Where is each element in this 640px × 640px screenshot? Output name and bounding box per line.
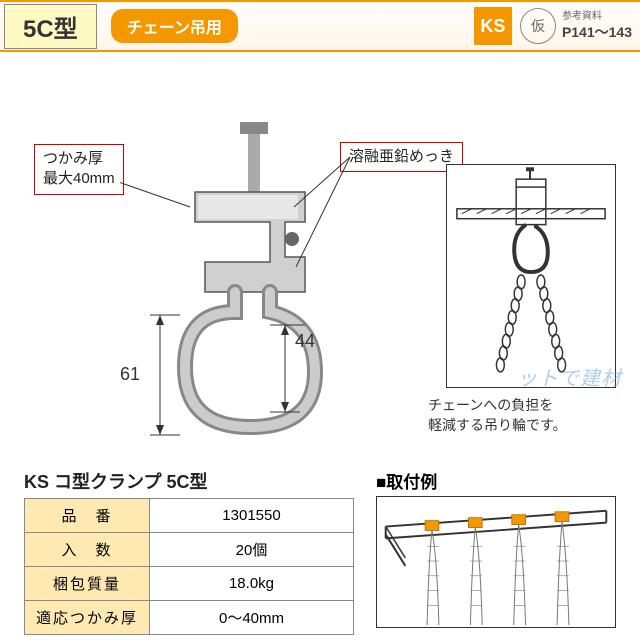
install-example-section: ■取付例 xyxy=(376,468,616,628)
ks-logo: KS xyxy=(474,7,512,45)
install-title: ■取付例 xyxy=(376,468,616,493)
usage-caption-line1: チェーンへの負担を xyxy=(428,397,553,413)
spec-label: 梱包質量 xyxy=(25,567,150,601)
usage-illustration-box xyxy=(446,164,616,388)
callout-grip-line2: 最大40mm xyxy=(43,170,115,187)
table-row: 適応つかみ厚0〜40mm xyxy=(25,601,354,635)
spec-value: 20個 xyxy=(150,533,354,567)
table-row: 入 数20個 xyxy=(25,533,354,567)
spec-value: 18.0kg xyxy=(150,567,354,601)
spec-value: 0〜40mm xyxy=(150,601,354,635)
reference-box: 参考資料 P141〜143 xyxy=(562,10,632,41)
usage-caption-line2: 軽減する吊り輪です。 xyxy=(428,417,567,433)
product-diagram: 61 44 xyxy=(120,117,380,447)
usage-caption: チェーンへの負担を 軽減する吊り輪です。 xyxy=(428,396,628,435)
model-label: 5C型 xyxy=(4,4,97,49)
reference-pages: P141〜143 xyxy=(562,23,632,41)
dim-61: 61 xyxy=(120,364,140,384)
callout-grip-thickness: つかみ厚 最大40mm xyxy=(34,144,124,195)
spec-label: 適応つかみ厚 xyxy=(25,601,150,635)
table-row: 梱包質量18.0kg xyxy=(25,567,354,601)
usage-pill: チェーン吊用 xyxy=(111,9,238,43)
kari-badge: 仮 xyxy=(520,8,556,44)
catalog-header: 5C型 チェーン吊用 KS 仮 参考資料 P141〜143 xyxy=(0,0,640,52)
spec-label: 品 番 xyxy=(25,499,150,533)
spec-table-section: KS コ型クランプ 5C型 品 番1301550 入 数20個 梱包質量18.0… xyxy=(24,468,354,635)
install-illustration xyxy=(377,497,615,627)
spec-table: 品 番1301550 入 数20個 梱包質量18.0kg 適応つかみ厚0〜40m… xyxy=(24,498,354,635)
spec-table-title: KS コ型クランプ 5C型 xyxy=(24,468,354,494)
reference-label: 参考資料 xyxy=(562,10,632,23)
install-illustration-box xyxy=(376,496,616,628)
usage-illustration xyxy=(447,165,615,387)
callout-grip-line1: つかみ厚 xyxy=(43,150,103,167)
table-row: 品 番1301550 xyxy=(25,499,354,533)
dim-44: 44 xyxy=(295,331,315,351)
spec-value: 1301550 xyxy=(150,499,354,533)
spec-label: 入 数 xyxy=(25,533,150,567)
main-figure-area: つかみ厚 最大40mm 溶融亜鉛めっき 61 44 xyxy=(0,52,640,452)
